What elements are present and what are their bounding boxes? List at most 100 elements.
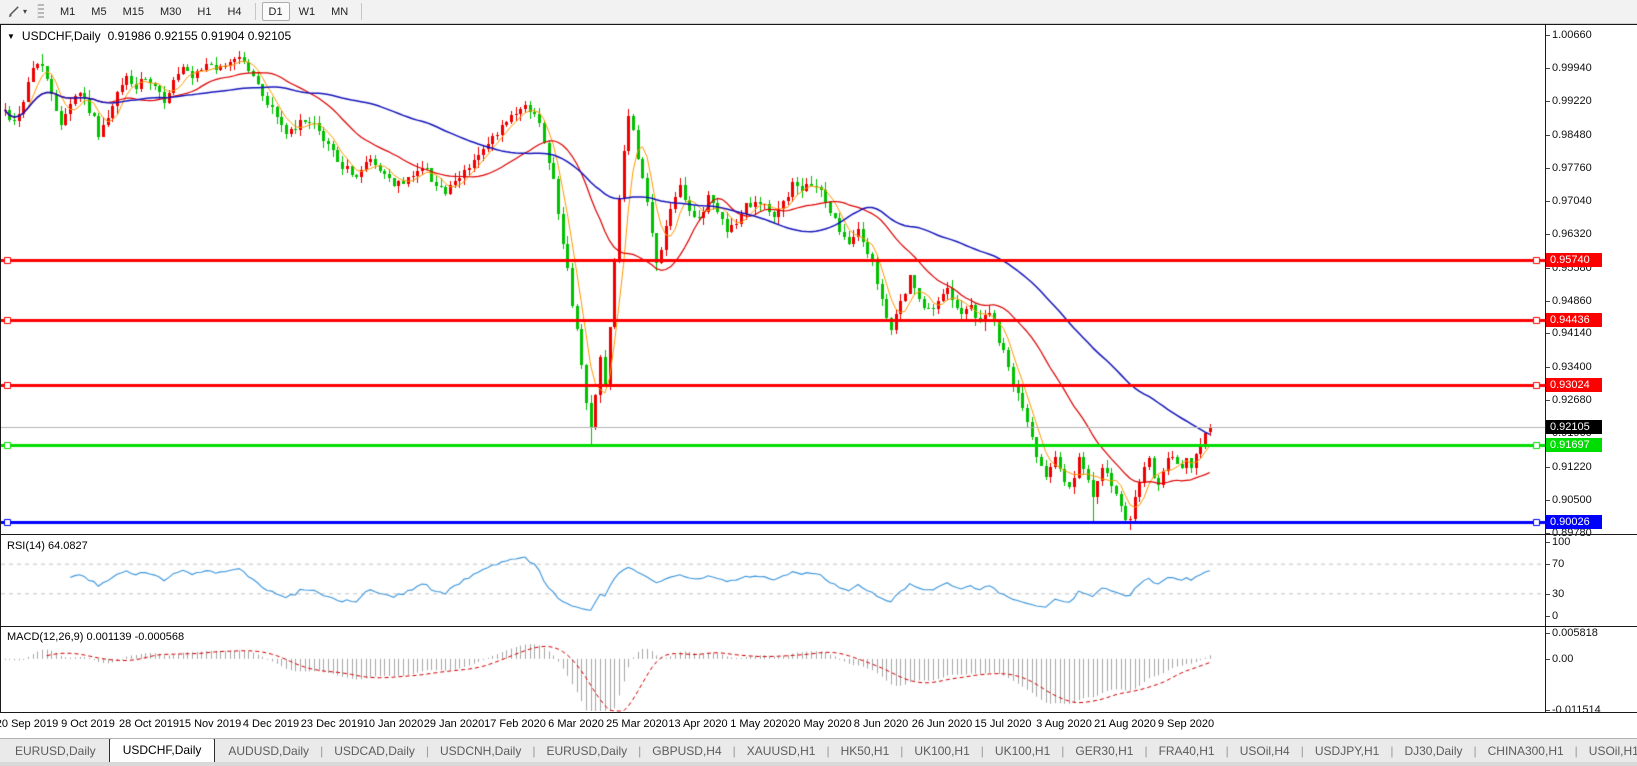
timeframe-button-d1[interactable]: D1 <box>261 2 290 21</box>
tab-usdjpy-h1[interactable]: USDJPY,H1 <box>1314 744 1380 758</box>
tab-separator: | <box>900 744 904 758</box>
timeframe-button-m30[interactable]: M30 <box>153 2 188 21</box>
price-tick-mark <box>1546 500 1550 501</box>
price-tick-label: 0.92680 <box>1552 394 1592 407</box>
rsi-tick-mark <box>1546 616 1550 617</box>
timeframe-button-h1[interactable]: H1 <box>190 2 218 21</box>
tab-usdcnh-daily[interactable]: USDCNH,Daily <box>440 744 522 758</box>
hline-price-badge: 0.93024 <box>1546 377 1602 392</box>
current-price-badge: 0.92105 <box>1546 419 1602 434</box>
tab-separator: | <box>425 744 429 758</box>
tab-dj30-daily[interactable]: DJ30,Daily <box>1404 744 1463 758</box>
rsi-indicator-canvas[interactable] <box>1 535 1545 626</box>
price-tick-label: 0.98480 <box>1552 128 1592 141</box>
price-tick-label: 0.90500 <box>1552 494 1592 507</box>
hline-price-badge: 0.90026 <box>1546 514 1602 529</box>
rsi-tick-mark <box>1546 594 1550 595</box>
hline-price-badge: 0.94436 <box>1546 312 1602 327</box>
chart-collapse-icon[interactable]: ▼ <box>7 31 15 41</box>
macd-tick-mark <box>1546 710 1550 711</box>
timeframe-button-m1[interactable]: M1 <box>53 2 82 21</box>
price-tick-mark <box>1546 268 1550 269</box>
tab-usoil-h1[interactable]: USOil,H1 <box>1588 744 1637 758</box>
tab-eurusd-daily[interactable]: EURUSD,Daily <box>15 744 96 758</box>
tab-usdcad-daily[interactable]: USDCAD,Daily <box>334 744 415 758</box>
hline-price-badge: 0.95740 <box>1546 253 1602 268</box>
tab-audusd-daily[interactable]: AUDUSD,Daily <box>228 744 310 758</box>
tab-fra40-h1[interactable]: FRA40,H1 <box>1158 744 1215 758</box>
rsi-macd-splitter[interactable] <box>0 626 1637 627</box>
tab-separator: | <box>732 744 736 758</box>
chart-ohlc-values: 0.91986 0.92155 0.91904 0.92105 <box>107 29 292 43</box>
price-tick-label: 0.97760 <box>1552 161 1592 174</box>
macd-indicator-canvas[interactable] <box>1 627 1545 712</box>
date-label: 23 Dec 2019 <box>300 718 364 730</box>
tab-separator: | <box>532 744 536 758</box>
date-label: 4 Dec 2019 <box>242 718 300 730</box>
rsi-tick-label: 30 <box>1552 587 1565 600</box>
tab-uk100-h1[interactable]: UK100,H1 <box>914 744 970 758</box>
chart-frame-top <box>0 24 1637 25</box>
chart-tab-bar: EURUSD,Daily USDCHF,Daily AUDUSD,Daily | USD… <box>0 738 1637 762</box>
date-label: 20 May 2020 <box>788 718 852 730</box>
macd-tick-label: -0.011514 <box>1552 704 1601 716</box>
timeframe-buttons: M1 M5 M15 M30 H1 H4 D1 W1 MN <box>52 2 367 21</box>
price-tick-mark <box>1546 201 1550 202</box>
timeframe-button-m5[interactable]: M5 <box>84 2 113 21</box>
tab-separator: | <box>320 744 324 758</box>
date-label: 6 Mar 2020 <box>548 718 604 730</box>
date-label: 15 Nov 2019 <box>178 718 242 730</box>
tab-separator: | <box>1574 744 1578 758</box>
toolbar-grip-handle[interactable] <box>37 3 45 20</box>
tab-uk100-h1[interactable]: UK100,H1 <box>994 744 1051 758</box>
tab-gbpusd-h4[interactable]: GBPUSD,H4 <box>652 744 722 758</box>
main-rsi-splitter[interactable] <box>0 534 1637 535</box>
candlestick-chart-canvas[interactable] <box>1 25 1545 534</box>
timeframe-button-w1[interactable]: W1 <box>292 2 323 21</box>
cursor-tool-group[interactable]: ▾ <box>0 4 31 19</box>
price-tick-mark <box>1546 101 1550 102</box>
tab-eurusd-daily[interactable]: EURUSD,Daily <box>546 744 628 758</box>
cursor-tool-icon <box>8 6 19 18</box>
tab-separator: | <box>1473 744 1477 758</box>
price-axis-separator <box>1545 24 1546 712</box>
date-label: 25 Mar 2020 <box>606 718 668 730</box>
date-axis: 20 Sep 2019 9 Oct 2019 28 Oct 2019 15 Nov 2… <box>0 712 1637 738</box>
price-tick-label: 0.99220 <box>1552 94 1592 107</box>
tab-hk50-h1[interactable]: HK50,H1 <box>840 744 890 758</box>
date-label: 20 Sep 2019 <box>0 718 59 730</box>
price-tick-label: 0.97040 <box>1552 194 1592 207</box>
macd-tick-mark <box>1546 633 1550 634</box>
tab-xauusd-h1[interactable]: XAUUSD,H1 <box>746 744 816 758</box>
date-label: 1 May 2020 <box>730 718 788 730</box>
timeframe-button-mn[interactable]: MN <box>324 2 355 21</box>
price-tick-mark <box>1546 135 1550 136</box>
tab-separator: | <box>1390 744 1394 758</box>
date-label: 13 Apr 2020 <box>668 718 728 730</box>
date-label: 10 Jan 2020 <box>362 718 424 730</box>
price-tick-label: 0.91220 <box>1552 461 1592 474</box>
date-label: 9 Oct 2019 <box>61 718 115 730</box>
tab-separator: | <box>826 744 830 758</box>
chart-title: ▼ USDCHF,Daily 0.91986 0.92155 0.91904 0… <box>7 29 291 43</box>
tab-usoil-h4[interactable]: USOil,H4 <box>1239 744 1290 758</box>
rsi-tick-label: 0 <box>1552 610 1559 622</box>
price-tick-mark <box>1546 234 1550 235</box>
cursor-tool-dropdown-icon[interactable]: ▾ <box>23 6 28 16</box>
price-tick-label: 0.99940 <box>1552 62 1592 74</box>
timeframe-button-h4[interactable]: H4 <box>220 2 248 21</box>
price-tick-label: 0.94140 <box>1552 327 1592 340</box>
date-label: 3 Aug 2020 <box>1036 718 1092 730</box>
tab-usdchf-daily[interactable]: USDCHF,Daily <box>108 739 216 762</box>
rsi-tick-mark <box>1546 542 1550 543</box>
timeframe-button-m15[interactable]: M15 <box>116 2 151 21</box>
hline-price-badge: 0.91697 <box>1546 438 1602 453</box>
tab-separator: | <box>638 744 642 758</box>
macd-tick-label: 0.005818 <box>1552 627 1598 639</box>
macd-tick-label: 0.00 <box>1552 652 1574 665</box>
price-tick-mark <box>1546 301 1550 302</box>
tab-ger30-h1[interactable]: GER30,H1 <box>1075 744 1134 758</box>
tab-china300-h1[interactable]: CHINA300,H1 <box>1487 744 1564 758</box>
price-tick-mark <box>1546 367 1550 368</box>
